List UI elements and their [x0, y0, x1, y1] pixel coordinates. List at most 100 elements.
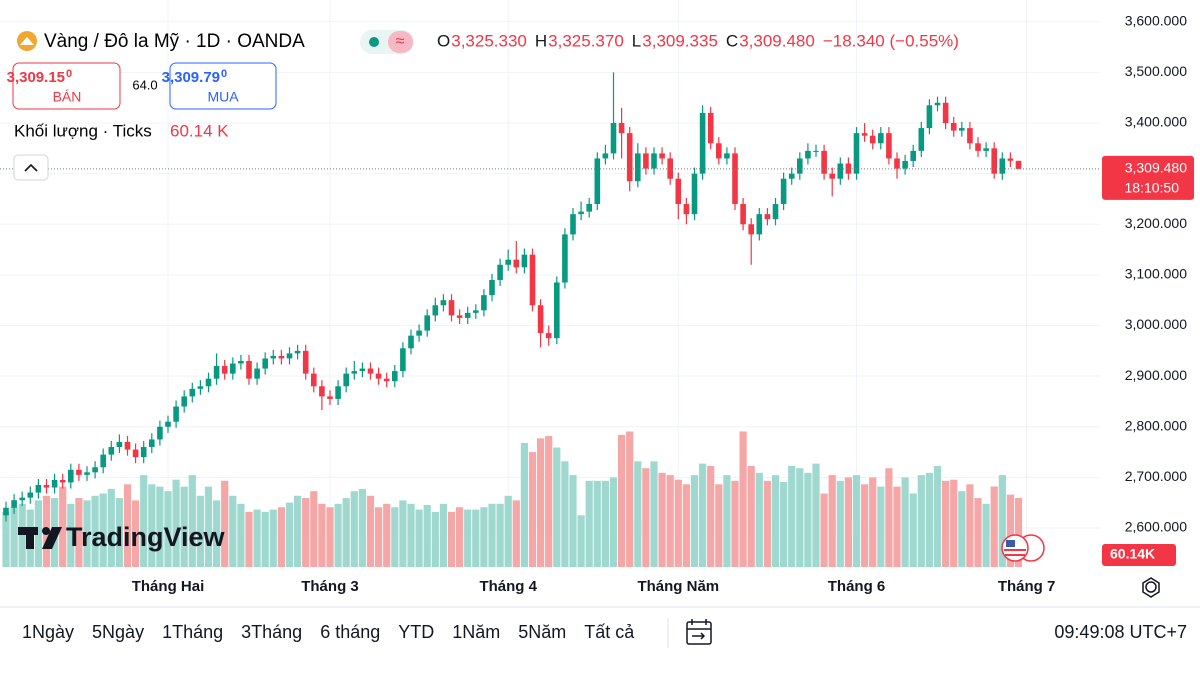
candle-body: [254, 368, 260, 379]
range-button[interactable]: 1Tháng: [162, 622, 223, 642]
candle-body: [262, 358, 268, 369]
ohlc-value: 3,325.330: [451, 31, 527, 50]
volume-bar: [350, 491, 358, 567]
candle-body: [764, 214, 771, 220]
range-button[interactable]: 3Tháng: [241, 622, 302, 642]
logo-part: [42, 527, 62, 549]
volume-bar: [942, 480, 950, 567]
volume-bar: [771, 475, 780, 567]
volume-bar: [496, 503, 504, 567]
date-range-icon[interactable]: [686, 621, 712, 645]
candle-body: [602, 153, 609, 159]
candle-body: [635, 153, 641, 182]
candle-body: [756, 214, 763, 235]
buy-price-small: 0: [221, 68, 227, 80]
event-flag[interactable]: [1001, 534, 1029, 562]
candle-body: [797, 158, 803, 174]
range-button[interactable]: Tất cả: [584, 622, 635, 642]
volume-bar: [966, 484, 974, 567]
candle-body: [246, 360, 252, 379]
candle-body: [140, 447, 147, 458]
volume-bar: [780, 482, 788, 567]
volume-legend-label: Khối lượng · Ticks: [14, 121, 152, 140]
ohlc-key: C: [726, 31, 738, 50]
ohlc-value: 3,309.480: [739, 31, 815, 50]
candle-body: [335, 386, 341, 399]
candle-body: [780, 178, 787, 205]
volume-bar: [788, 465, 796, 567]
volume-bar: [958, 491, 966, 567]
candle-body: [400, 348, 406, 372]
candle-body: [392, 371, 398, 382]
range-button[interactable]: 1Năm: [452, 622, 500, 642]
candle-body: [651, 153, 657, 169]
clock: 09:49:08 UTC+7: [1054, 622, 1187, 642]
volume-bar: [164, 491, 172, 567]
candle-body: [92, 467, 98, 473]
candle-body: [148, 439, 155, 448]
sell-button[interactable]: [12, 62, 121, 110]
volume-bar: [148, 484, 156, 567]
candle-body: [359, 368, 366, 372]
buy-label: MUA: [207, 89, 239, 105]
settings-icon[interactable]: [1145, 581, 1157, 593]
volume-bar: [553, 447, 561, 567]
range-button[interactable]: 6 tháng: [320, 622, 380, 642]
candle-body: [27, 492, 34, 498]
volume-bar: [472, 509, 480, 567]
volume-bar: [293, 495, 302, 567]
volume-bar: [172, 479, 180, 567]
y-tick-label: 3,100.000: [1125, 266, 1187, 282]
candle-body: [821, 150, 827, 174]
volume-bar: [682, 484, 691, 567]
candle-body: [489, 279, 495, 296]
candle-body: [310, 373, 317, 387]
ohlc-change: −18.340 (−0.55%): [823, 31, 959, 50]
candle-body: [424, 315, 431, 331]
candle-body: [537, 305, 544, 334]
status-dot: [369, 37, 379, 47]
candle-body: [983, 148, 989, 151]
volume-bar: [383, 503, 391, 567]
candle-body: [748, 224, 755, 235]
candle-body: [667, 158, 674, 179]
candle-body: [221, 366, 228, 374]
candle-body: [229, 363, 236, 374]
range-button[interactable]: 5Ngày: [92, 622, 144, 642]
buy-button[interactable]: [169, 62, 277, 110]
volume-bar: [439, 503, 448, 567]
candle-body: [59, 479, 66, 483]
candle-body: [845, 163, 852, 174]
candle-body: [505, 259, 512, 265]
volume-bar: [731, 480, 739, 567]
candle-body: [975, 143, 981, 151]
candle-body: [67, 469, 74, 483]
candle-body: [270, 355, 277, 359]
volume-bar: [18, 503, 26, 567]
collapse-button[interactable]: [13, 154, 49, 181]
axes: 2,600.000 2,700.000 2,800.000 2,900.000 3,00…: [0, 12, 1194, 595]
sell-label: BÁN: [53, 89, 82, 105]
volume-bar: [107, 488, 115, 567]
volume-bar: [804, 472, 812, 567]
candle-body: [100, 454, 106, 468]
watermark: TradingView: [18, 522, 226, 552]
ohlc-key: O: [437, 31, 450, 50]
volume-bar: [982, 503, 990, 567]
volume-bar: [885, 468, 893, 567]
candle-body: [699, 112, 706, 174]
volume-bar: [666, 475, 674, 567]
ohlc-legend: O 3,325.330 H 3,325.370 L 3,309.335 C 3,309.480…: [437, 31, 959, 50]
last-price-badge: [1102, 155, 1194, 200]
volume-bar: [763, 480, 772, 567]
range-button[interactable]: 5Năm: [518, 622, 566, 642]
candle-body: [554, 282, 560, 339]
candle-body: [570, 214, 576, 235]
volume-bar: [537, 438, 545, 567]
volume-bar: [828, 475, 836, 567]
range-button[interactable]: YTD: [398, 622, 434, 642]
volume-legend-value: 60.14 K: [170, 121, 229, 140]
range-button[interactable]: 1Ngày: [22, 622, 74, 642]
settings-icon-frame: [1142, 577, 1160, 598]
